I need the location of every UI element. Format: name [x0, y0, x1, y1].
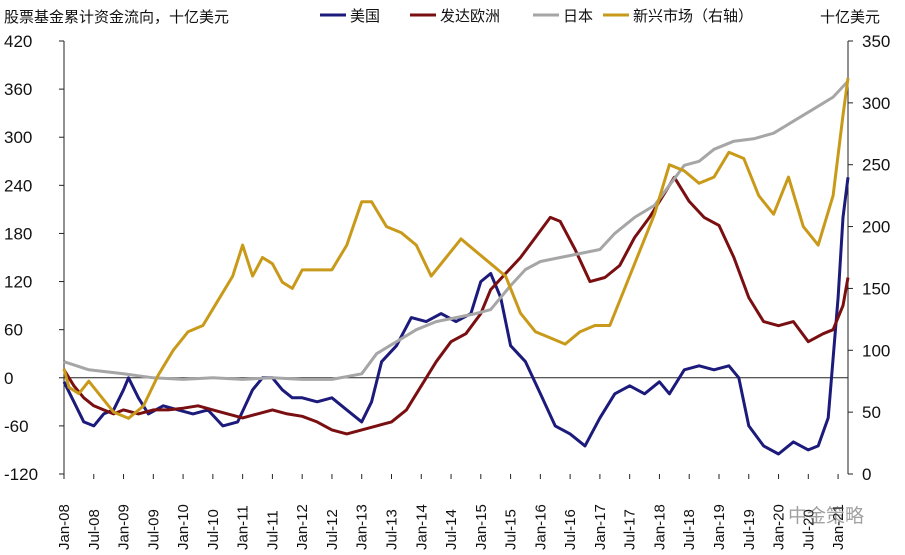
left-tick-label: -60 [4, 417, 29, 436]
x-tick-label: Jan-09 [116, 504, 133, 550]
left-tick-label: 360 [4, 80, 32, 99]
left-tick-label: 60 [4, 321, 23, 340]
x-tick-label: Jul-16 [562, 509, 579, 550]
left-tick-label: 0 [4, 369, 13, 388]
x-tick-label: Jan-20 [771, 504, 788, 550]
left-tick-label: 240 [4, 176, 32, 195]
x-tick-label: Jul-18 [681, 509, 698, 550]
right-tick-label: 350 [862, 32, 890, 51]
x-tick-label: Jul-12 [324, 509, 341, 550]
x-tick-label: Jan-10 [175, 504, 192, 550]
x-tick-label: Jul-15 [503, 509, 520, 550]
left-tick-label: 300 [4, 128, 32, 147]
right-tick-label: 150 [862, 279, 890, 298]
chart-title: 股票基金累计资金流向，十亿美元 [4, 8, 229, 26]
x-tick-label: Jul-20 [800, 509, 817, 550]
x-tick-label: Jan-14 [413, 504, 430, 550]
x-tick-label: Jan-21 [830, 504, 847, 550]
right-tick-label: 250 [862, 156, 890, 175]
x-tick-label: Jan-16 [532, 504, 549, 550]
series-line [63, 80, 850, 381]
right-tick-label: 0 [862, 465, 871, 484]
legend: 美国 发达欧洲 日本 新兴市场（右轴） [320, 7, 753, 25]
right-tick-label: 200 [862, 218, 890, 237]
left-tick-label: -120 [4, 465, 38, 484]
legend-label: 美国 [350, 7, 380, 25]
right-tick-label: 300 [862, 94, 890, 113]
legend-label: 新兴市场（右轴） [633, 7, 753, 25]
x-tick-label: Jan-11 [235, 505, 252, 550]
x-tick-label: Jul-19 [741, 509, 758, 550]
x-tick-label: Jan-08 [56, 504, 73, 550]
x-tick-label: Jul-14 [443, 509, 460, 550]
left-tick-label: 120 [4, 273, 32, 292]
series-line [62, 175, 850, 436]
watermark: 中金策略 [788, 505, 864, 527]
right-axis-unit: 十亿美元 [820, 8, 880, 26]
series-line [62, 77, 850, 420]
x-tick-label: Jul-17 [622, 509, 639, 550]
x-tick-label: Jan-13 [354, 504, 371, 550]
right-tick-label: 50 [862, 403, 881, 422]
left-tick-label: 420 [4, 32, 32, 51]
series-line [62, 177, 850, 456]
x-tick-label: Jul-13 [383, 509, 400, 550]
x-tick-label: Jan-12 [294, 504, 311, 550]
right-tick-label: 100 [862, 341, 890, 360]
axis-ticks: -120 -60 0 60 120 180 240 300 360 420 0 50 100 150 200… [4, 32, 890, 550]
series-lines [62, 77, 850, 456]
x-tick-label: Jan-15 [473, 504, 490, 550]
left-tick-label: 180 [4, 224, 32, 243]
x-tick-label: Jul-09 [145, 509, 162, 550]
x-tick-label: Jul-10 [205, 509, 222, 550]
x-tick-label: Jul-08 [86, 509, 103, 550]
x-tick-label: Jan-18 [651, 504, 668, 550]
legend-label: 日本 [563, 7, 593, 25]
x-tick-label: Jan-17 [592, 504, 609, 550]
x-tick-label: Jan-19 [711, 504, 728, 550]
x-tick-label: Jul-11 [264, 510, 281, 550]
legend-label: 发达欧洲 [440, 7, 500, 25]
